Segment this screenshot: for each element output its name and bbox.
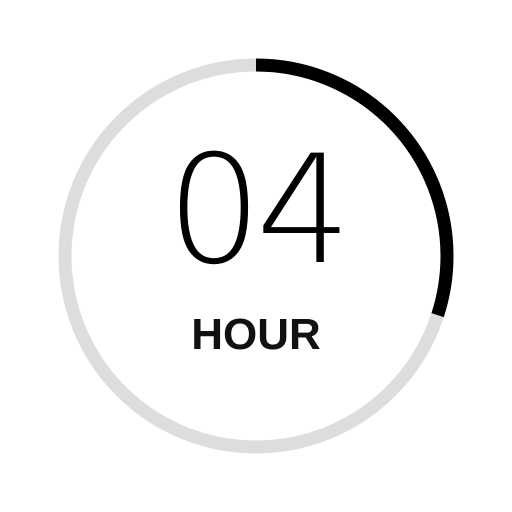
hour-unit-label: HOUR (191, 310, 321, 359)
hour-value: 04 (166, 124, 352, 298)
progress-ring-arc (58, 58, 454, 454)
